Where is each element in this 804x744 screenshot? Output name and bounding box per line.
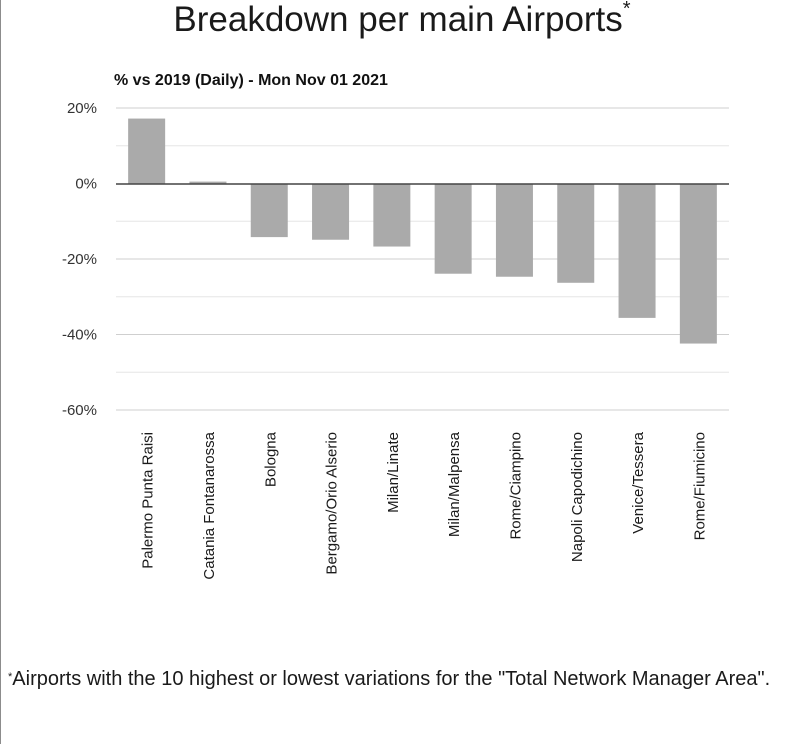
y-tick-label: -40% [62, 327, 97, 344]
footnote-marker: * [8, 671, 13, 683]
bar-3 [250, 184, 288, 238]
chart-subtitle: % vs 2019 (Daily) - Mon Nov 01 2021 [114, 72, 388, 89]
bar-2 [189, 181, 227, 184]
page-title: Breakdown per main Airports* [0, 0, 804, 40]
bar-5 [373, 184, 411, 247]
page-title-text: Breakdown per main Airports [173, 0, 623, 39]
left-border [0, 0, 1, 744]
x-tick-label: Bologna [262, 431, 279, 487]
bar-6 [434, 184, 472, 274]
x-tick-label: Milan/Linate [385, 432, 402, 513]
bar-chart: 20% 0% -20% -40% -60% Palermo Punta Raisi Cata… [62, 100, 729, 580]
x-tick-label: Venice/Tessera [630, 431, 647, 533]
y-tick-label: 20% [67, 100, 97, 117]
y-tick-label: -20% [62, 251, 97, 268]
bar-8 [557, 184, 595, 283]
footnote-text: Airports with the 10 highest or lowest v… [12, 668, 771, 690]
x-tick-label: Rome/Ciampino [507, 432, 524, 540]
bar-1 [128, 118, 166, 184]
y-tick-label: 0% [75, 176, 97, 193]
x-tick-label: Catania Fontanarossa [201, 431, 218, 579]
bar-10 [679, 184, 717, 344]
x-tick-label: Napoli Capodichino [569, 432, 586, 562]
x-tick-label: Rome/Fiumicino [691, 432, 708, 540]
bar-7 [495, 184, 533, 277]
bar-9 [618, 184, 656, 318]
y-tick-label: -60% [62, 402, 97, 419]
x-tick-label: Milan/Malpensa [446, 431, 463, 537]
footnote: *Airports with the 10 highest or lowest … [8, 664, 798, 694]
bar-4 [312, 184, 350, 240]
page-title-marker: * [622, 0, 631, 20]
x-tick-label: Bergamo/Orio Alserio [324, 432, 341, 575]
x-tick-label: Palermo Punta Raisi [140, 432, 157, 569]
